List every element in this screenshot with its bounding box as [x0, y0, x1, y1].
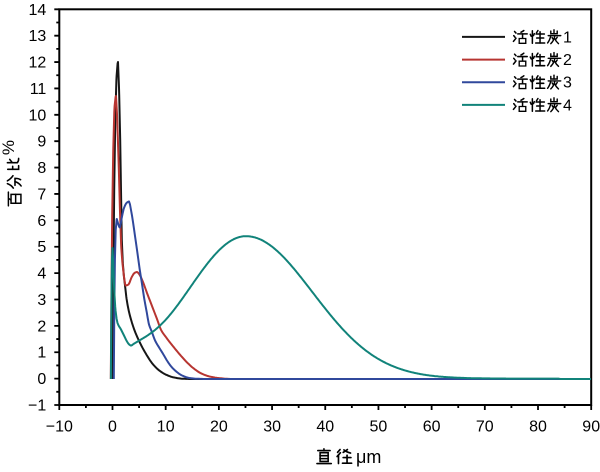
svg-text:10: 10	[157, 419, 175, 436]
svg-text:0: 0	[108, 419, 117, 436]
svg-text:13: 13	[29, 28, 47, 45]
svg-text:60: 60	[423, 419, 441, 436]
svg-text:40: 40	[316, 419, 334, 436]
svg-text:7: 7	[37, 187, 46, 204]
svg-text:30: 30	[263, 419, 281, 436]
svg-text:2: 2	[37, 318, 46, 335]
svg-text:9: 9	[37, 134, 46, 151]
svg-text:90: 90	[582, 419, 600, 436]
svg-text:6: 6	[37, 213, 46, 230]
svg-text:5: 5	[37, 239, 46, 256]
svg-text:11: 11	[30, 81, 47, 98]
svg-text:3: 3	[37, 292, 46, 309]
svg-text:μm: μm	[356, 447, 381, 467]
svg-text:2: 2	[563, 52, 572, 69]
svg-text:14: 14	[29, 2, 47, 19]
svg-text:70: 70	[476, 419, 494, 436]
svg-text:−1: −1	[28, 398, 46, 415]
svg-text:0: 0	[37, 371, 46, 388]
svg-text:4: 4	[563, 97, 572, 114]
svg-text:20: 20	[210, 419, 228, 436]
svg-text:12: 12	[29, 55, 47, 72]
svg-text:1: 1	[563, 29, 572, 46]
svg-text:50: 50	[370, 419, 388, 436]
svg-text:%: %	[0, 140, 18, 155]
svg-text:3: 3	[563, 75, 572, 92]
svg-text:−10: −10	[46, 419, 73, 436]
svg-text:8: 8	[37, 160, 46, 177]
svg-text:1: 1	[37, 345, 46, 362]
svg-text:10: 10	[29, 107, 47, 124]
svg-text:4: 4	[37, 266, 46, 283]
svg-text:80: 80	[529, 419, 547, 436]
